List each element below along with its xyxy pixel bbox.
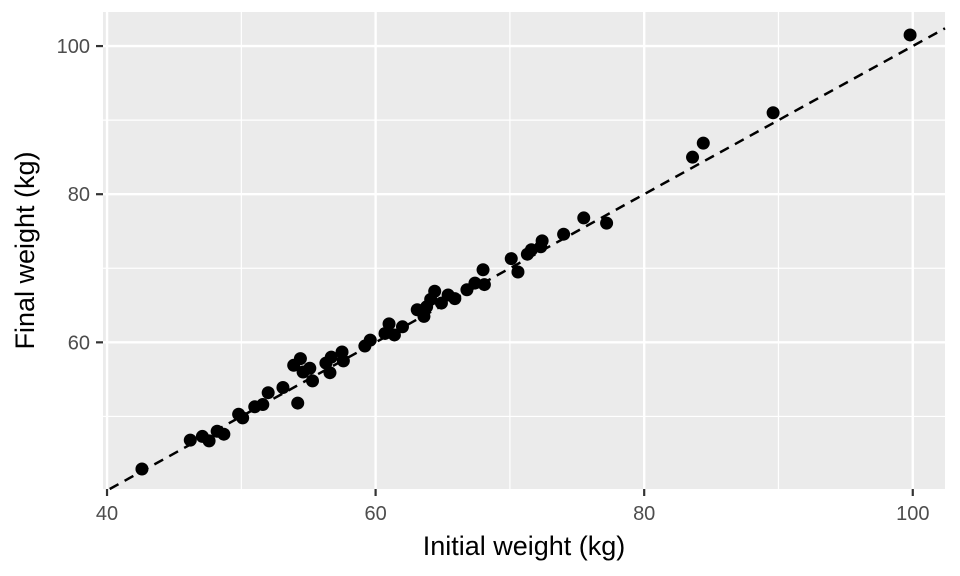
data-point xyxy=(903,28,917,42)
x-axis-title: Initial weight (kg) xyxy=(422,531,626,561)
data-point xyxy=(504,252,518,266)
data-point xyxy=(363,333,377,347)
data-point xyxy=(387,328,401,342)
y-tick-label: 60 xyxy=(68,332,90,354)
data-point xyxy=(476,263,490,277)
data-point xyxy=(293,352,307,366)
y-tick-label: 80 xyxy=(68,184,90,206)
data-point xyxy=(511,265,525,279)
data-point xyxy=(600,216,614,230)
data-point xyxy=(696,136,710,150)
data-point xyxy=(766,106,780,120)
data-point xyxy=(291,396,305,410)
data-point xyxy=(217,427,231,441)
x-tick-label: 40 xyxy=(96,503,118,525)
data-point xyxy=(256,398,270,412)
data-point xyxy=(305,374,319,388)
data-point xyxy=(261,386,275,400)
data-point xyxy=(336,354,350,368)
y-axis-title: Final weight (kg) xyxy=(10,151,40,350)
data-point xyxy=(428,284,442,298)
data-point xyxy=(382,317,396,331)
data-point xyxy=(135,462,149,476)
data-point xyxy=(324,350,338,364)
data-point xyxy=(303,361,317,375)
x-tick-label: 60 xyxy=(364,503,386,525)
data-point xyxy=(323,366,337,380)
y-tick-label: 100 xyxy=(57,36,90,58)
x-tick-label: 100 xyxy=(896,503,929,525)
data-point xyxy=(535,234,549,248)
data-point xyxy=(276,381,290,395)
data-point xyxy=(557,227,571,241)
data-point xyxy=(448,292,462,306)
data-point xyxy=(202,434,216,448)
data-point xyxy=(183,433,197,447)
data-point xyxy=(686,150,700,164)
data-point xyxy=(477,278,491,292)
data-point xyxy=(577,211,591,225)
data-point xyxy=(395,320,409,334)
x-tick-label: 80 xyxy=(633,503,655,525)
data-point xyxy=(236,411,250,425)
